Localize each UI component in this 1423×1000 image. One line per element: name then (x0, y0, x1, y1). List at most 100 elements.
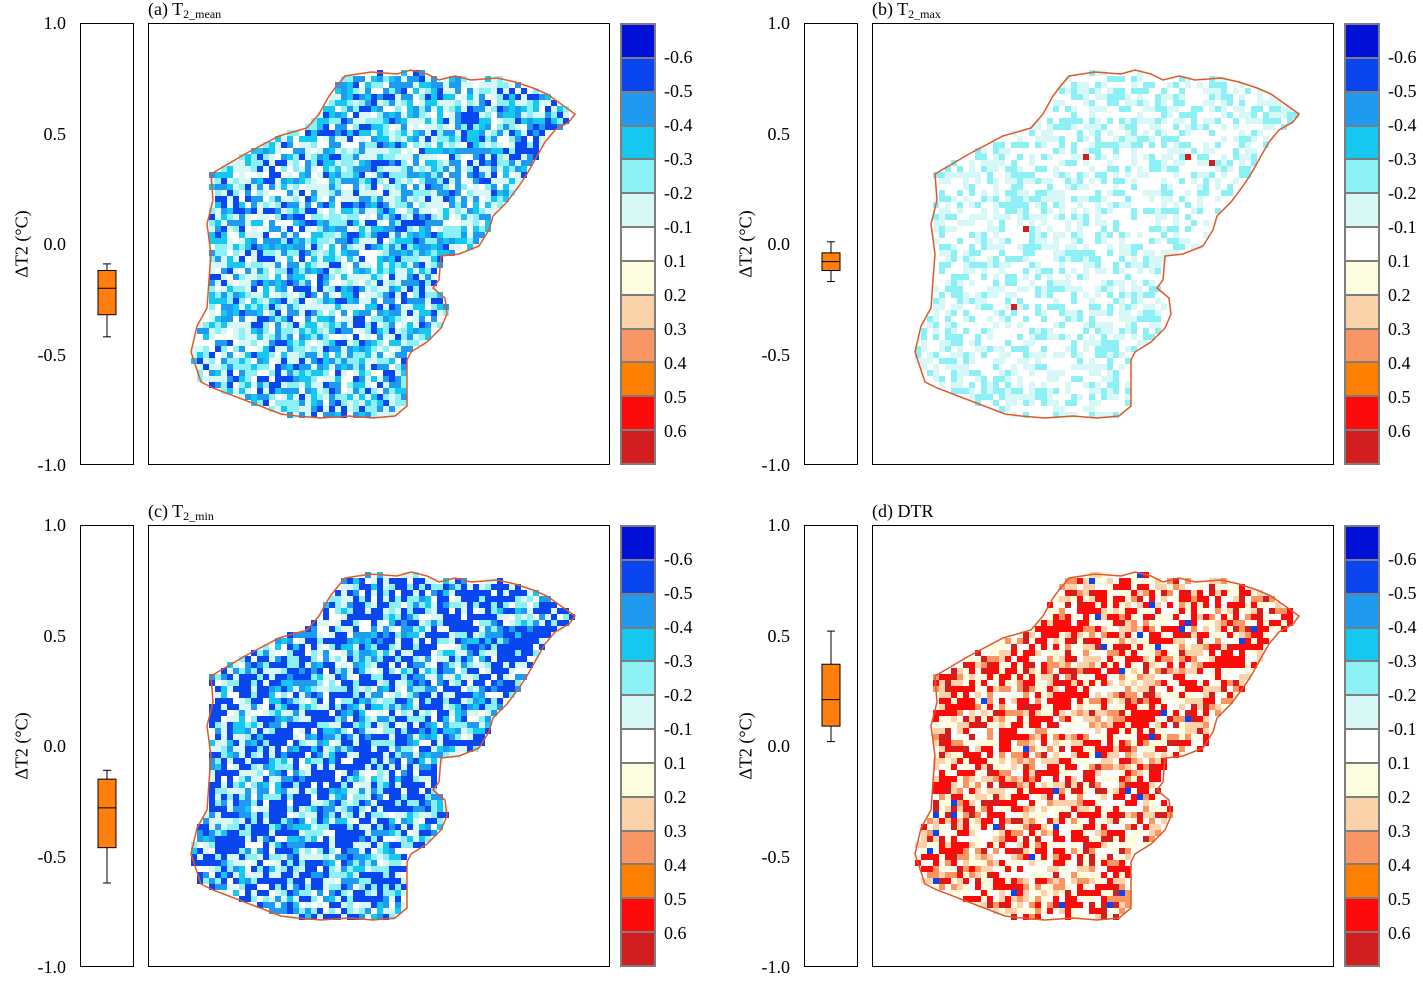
map-cell (347, 382, 353, 388)
map-cell (329, 364, 335, 370)
map-cell (957, 382, 963, 388)
map-cell (473, 184, 479, 190)
map-cell (407, 758, 413, 764)
map-cell (1071, 196, 1077, 202)
map-cell (317, 698, 323, 704)
map-cell (281, 734, 287, 740)
map-cell (311, 256, 317, 262)
map-cell (287, 644, 293, 650)
map-cell (389, 704, 395, 710)
map-cell (1203, 184, 1209, 190)
map-cell (1173, 214, 1179, 220)
map-cell (419, 184, 425, 190)
map-cell (413, 262, 419, 268)
map-cell (353, 232, 359, 238)
map-cell (377, 316, 383, 322)
map-cell (987, 166, 993, 172)
map-cell (233, 800, 239, 806)
map-cell (269, 818, 275, 824)
map-cell (245, 704, 251, 710)
map-cell (485, 178, 491, 184)
legend-swatch (622, 296, 654, 330)
map-cell (287, 184, 293, 190)
map-cell (227, 824, 233, 830)
map-cell (353, 394, 359, 400)
map-cell (431, 250, 437, 256)
map-cell (1095, 268, 1101, 274)
map-cell (1029, 196, 1035, 202)
map-cell (1005, 280, 1011, 286)
map-cell (323, 148, 329, 154)
map-cell (515, 626, 521, 632)
map-cell (963, 370, 969, 376)
map-cell (449, 722, 455, 728)
map-cell (293, 160, 299, 166)
map-cell (467, 620, 473, 626)
map-cell (1269, 106, 1275, 112)
map-cell (239, 686, 245, 692)
map-cell (425, 280, 431, 286)
map-cell (957, 388, 963, 394)
map-cell (473, 722, 479, 728)
map-cell (467, 728, 473, 734)
map-cell (341, 196, 347, 202)
map-cell (449, 680, 455, 686)
map-cell (287, 656, 293, 662)
map-cell (485, 632, 491, 638)
map-cell (497, 190, 503, 196)
map-cell (437, 148, 443, 154)
map-cell (1155, 160, 1161, 166)
map-cell (317, 124, 323, 130)
map-cell (1029, 382, 1035, 388)
map-cell (1101, 124, 1107, 130)
map-cell (311, 644, 317, 650)
map-cell (467, 710, 473, 716)
map-cell (485, 626, 491, 632)
map-cell (1005, 166, 1011, 172)
map-cell (1119, 352, 1125, 358)
map-cell (305, 638, 311, 644)
map-cell (1065, 382, 1071, 388)
map-cell (1035, 214, 1041, 220)
map-cell (1095, 382, 1101, 388)
map-cell (239, 178, 245, 184)
map-cell (359, 680, 365, 686)
map-cell (377, 382, 383, 388)
map-cell (999, 250, 1005, 256)
map-cell (933, 226, 939, 232)
panel-title-text: (a) T (148, 0, 183, 19)
map-cell (1209, 118, 1215, 124)
map-cell (431, 304, 437, 310)
map-cell (401, 656, 407, 662)
map-cell (521, 614, 527, 620)
map-cell (353, 112, 359, 118)
map-cell (437, 178, 443, 184)
map-cell (329, 722, 335, 728)
map-cell (239, 292, 245, 298)
map-cell (239, 340, 245, 346)
map-cell (975, 346, 981, 352)
map-cell (1017, 190, 1023, 196)
map-cell (329, 406, 335, 412)
map-cell (431, 274, 437, 280)
map-cell (389, 262, 395, 268)
map-cell (1059, 100, 1065, 106)
map-cell (347, 160, 353, 166)
map-cell (1095, 310, 1101, 316)
map-cell (413, 292, 419, 298)
map-cell (377, 364, 383, 370)
map-cell (377, 136, 383, 142)
map-cell (353, 602, 359, 608)
map-cell (1125, 244, 1131, 250)
map-cell (515, 650, 521, 656)
map-cell (1071, 292, 1077, 298)
map-cell (245, 686, 251, 692)
map-cell (1089, 400, 1095, 406)
map-cell (245, 812, 251, 818)
map-cell (981, 346, 987, 352)
map-cell (263, 304, 269, 310)
legend-label: -0.4 (1388, 116, 1417, 134)
map-cell (335, 620, 341, 626)
map-cell (1017, 178, 1023, 184)
map-cell (1017, 196, 1023, 202)
